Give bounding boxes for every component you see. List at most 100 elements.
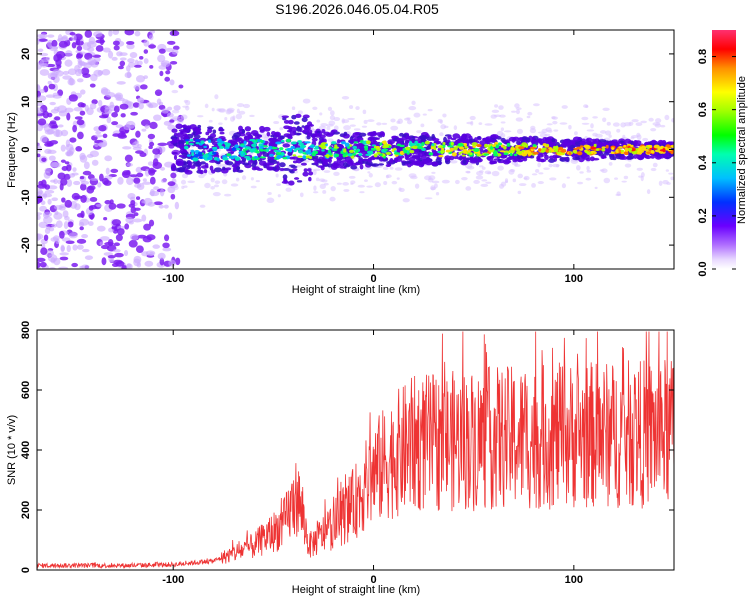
spectrogram-noise-blob xyxy=(80,210,85,219)
spectrogram-noise-blob xyxy=(95,45,104,52)
spectrogram-halo-blob xyxy=(214,94,219,100)
spectrogram-noise-blob xyxy=(134,183,142,188)
spectrogram-core-blob xyxy=(191,152,195,157)
spectrogram-noise-blob xyxy=(51,45,59,50)
spectrogram-halo-blob xyxy=(500,133,506,138)
spectrogram-noise-blob xyxy=(109,259,115,263)
spectrogram-band-blob xyxy=(343,162,348,168)
spectrogram-halo-blob xyxy=(355,106,360,111)
spectrogram-halo-blob xyxy=(389,166,394,170)
spectrogram-core-blob xyxy=(231,155,238,158)
spectrogram-noise-blob xyxy=(60,178,68,186)
spectrogram-band-blob xyxy=(173,154,178,160)
spectrogram-band-blob xyxy=(199,169,204,175)
spectrogram-noise-blob xyxy=(82,248,90,253)
spectrogram-noise-blob xyxy=(76,238,87,244)
spectrogram-noise-blob xyxy=(111,111,118,118)
spectrogram-halo-blob xyxy=(199,204,206,208)
spectrogram-core-blob xyxy=(447,145,454,148)
spectrogram-core-blob xyxy=(393,150,397,153)
spectrogram-halo-blob xyxy=(532,103,540,107)
spectrogram-halo-blob xyxy=(441,179,450,184)
spectrogram-noise-blob xyxy=(161,108,169,114)
spectrogram-core-blob xyxy=(414,140,419,145)
spectrogram-core-blob xyxy=(437,145,444,149)
spectrogram-noise-blob xyxy=(109,101,115,109)
spectrogram-band-blob xyxy=(339,166,346,169)
spectrogram-noise-blob xyxy=(39,261,47,268)
spectrogram-halo-blob xyxy=(566,176,570,179)
spectrogram-noise-blob xyxy=(47,185,58,190)
spectrogram-halo-blob xyxy=(655,118,662,124)
spectrogram-noise-blob xyxy=(108,202,117,210)
spectrogram-noise-blob xyxy=(144,124,150,129)
spectrogram-noise-blob xyxy=(51,197,58,202)
spectrogram-noise-blob xyxy=(91,159,99,166)
spectrogram-noise-blob xyxy=(73,180,81,186)
spectrogram-noise-blob xyxy=(90,177,99,181)
spectrogram-band-blob xyxy=(633,139,638,146)
spectrogram-halo-blob xyxy=(185,105,190,111)
spectrogram-halo-blob xyxy=(343,125,351,131)
spectrogram-band-blob xyxy=(211,141,220,146)
spectrogram-noise-blob xyxy=(116,51,123,57)
spectrogram-band-blob xyxy=(404,160,412,164)
spectrogram-band-blob xyxy=(171,168,177,172)
spectrogram-core-blob xyxy=(259,148,265,152)
spectrogram-halo-blob xyxy=(624,122,632,125)
spectrogram-noise-blob xyxy=(82,170,92,176)
spectrogram-noise-blob xyxy=(39,52,49,57)
spectrogram-core-blob xyxy=(188,143,195,146)
spectrogram-noise-blob xyxy=(77,131,84,140)
spectrogram-band-blob xyxy=(183,133,188,137)
spectrogram-noise-blob xyxy=(37,257,46,263)
spectrogram-core-blob xyxy=(590,146,597,150)
spectrogram-noise-blob xyxy=(117,176,124,185)
spectrogram-halo-blob xyxy=(326,126,331,131)
spectrogram-core-blob xyxy=(259,139,264,143)
spectrogram-noise-blob xyxy=(144,260,154,267)
spectrogram-halo-blob xyxy=(526,115,531,119)
spectrogram-band-blob xyxy=(256,152,263,157)
spectrogram-noise-blob xyxy=(43,123,51,132)
spectrogram-noise-blob xyxy=(133,212,139,217)
spectrogram-band-blob xyxy=(408,156,416,162)
spectrogram-halo-blob xyxy=(440,124,447,130)
spectrogram-halo-blob xyxy=(368,173,373,178)
spectrogram-noise-blob xyxy=(116,81,126,85)
spectrogram-core-blob xyxy=(321,149,325,152)
spectrogram-halo-blob xyxy=(297,110,303,115)
spectrogram-core-blob xyxy=(411,145,418,150)
spectrogram-halo-blob xyxy=(469,115,476,121)
spectrogram-halo-blob xyxy=(576,164,581,171)
spectrogram-core-blob xyxy=(605,144,609,149)
spectrogram-halo-blob xyxy=(491,109,500,114)
spectrogram-noise-blob xyxy=(178,84,184,89)
spectrogram-noise-blob xyxy=(47,198,52,205)
spectrogram-noise-blob xyxy=(88,221,94,227)
spectrogram-halo-blob xyxy=(517,173,523,179)
spectrogram-band-blob xyxy=(204,162,209,168)
spectrogram-band-blob xyxy=(490,134,499,139)
spectrogram-halo-blob xyxy=(592,116,598,119)
spectrogram-core-blob xyxy=(529,146,537,150)
spectrogram-core-blob xyxy=(497,142,503,146)
spectrogram-band-blob xyxy=(322,160,328,164)
spectrogram-halo-blob xyxy=(319,112,323,116)
spectrogram-noise-blob xyxy=(43,171,51,179)
spectrogram-noise-blob xyxy=(88,36,96,45)
spectrogram-band-blob xyxy=(175,123,183,130)
spectrogram-halo-blob xyxy=(512,178,517,183)
spectrogram-noise-blob xyxy=(59,256,69,261)
spectrogram-band-blob xyxy=(344,156,353,162)
spectrogram-noise-blob xyxy=(37,95,47,102)
spectrogram-band-blob xyxy=(283,119,290,124)
spectrogram-noise-blob xyxy=(167,106,173,111)
spectrogram-noise-blob xyxy=(59,252,69,256)
spectrogram-noise-blob xyxy=(55,129,60,137)
spectrogram-band-blob xyxy=(213,167,222,173)
spectrogram-noise-blob xyxy=(47,72,58,80)
spectrogram-noise-blob xyxy=(158,101,164,106)
spectrogram-halo-blob xyxy=(180,114,188,120)
spectrogram-core-blob xyxy=(243,140,247,145)
